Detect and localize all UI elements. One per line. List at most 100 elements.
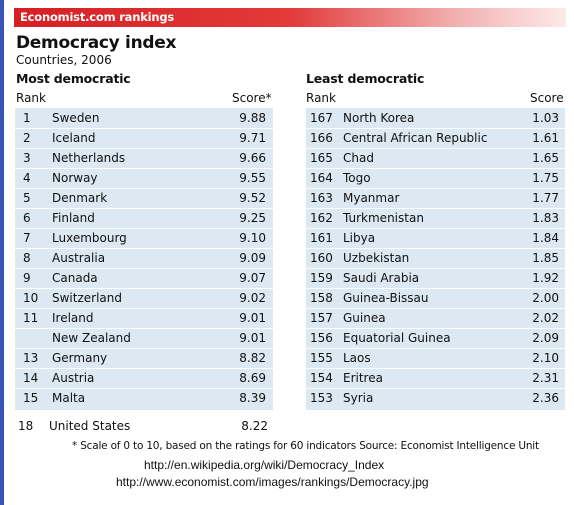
rank-cell: 15 (23, 391, 39, 405)
rank-cell: 156 (310, 331, 333, 345)
table-row: 157 Guinea 2.02 (306, 308, 565, 328)
page-subtitle: Countries, 2006 (16, 53, 112, 67)
country-cell: Myanmar (343, 191, 400, 205)
country-cell: Eritrea (343, 371, 383, 385)
score-cell: 2.00 (532, 291, 559, 305)
table-row: 159 Saudi Arabia 1.92 (306, 268, 565, 288)
score-cell: 9.01 (239, 311, 266, 325)
score-cell: 9.10 (239, 231, 266, 245)
rank-cell: 164 (310, 171, 333, 185)
country-cell: Togo (343, 171, 371, 185)
table-row: 3 Netherlands 9.66 (15, 148, 273, 168)
table-row: 155 Laos 2.10 (306, 348, 565, 368)
country-cell: Norway (52, 171, 98, 185)
row-divider (15, 348, 273, 349)
table-row: 167 North Korea 1.03 (306, 108, 565, 128)
row-divider (306, 248, 565, 249)
score-cell: 9.52 (239, 191, 266, 205)
table-row-united-states: 18 United States 8.22 (18, 416, 268, 436)
table-row: 154 Eritrea 2.31 (306, 368, 565, 388)
rank-cell: 18 (18, 419, 34, 433)
score-cell: 9.66 (239, 151, 266, 165)
score-cell: 9.01 (239, 331, 266, 345)
economist-image-url: http://www.economist.com/images/rankings… (116, 475, 429, 489)
rank-cell: 13 (23, 351, 39, 365)
rank-cell: 161 (310, 231, 333, 245)
row-divider (15, 268, 273, 269)
score-cell: 9.25 (239, 211, 266, 225)
country-cell: Austria (52, 371, 95, 385)
score-cell: 1.65 (532, 151, 559, 165)
table-row: 156 Equatorial Guinea 2.09 (306, 328, 565, 348)
country-cell: Germany (52, 351, 108, 365)
row-divider (306, 348, 565, 349)
score-cell: 2.31 (532, 371, 559, 385)
rank-cell: 9 (23, 271, 31, 285)
table-row: 158 Guinea-Bissau 2.00 (306, 288, 565, 308)
rank-cell: 6 (23, 211, 31, 225)
table-row: 161 Libya 1.84 (306, 228, 565, 248)
row-divider (15, 128, 273, 129)
table-row: 8 Australia 9.09 (15, 248, 273, 268)
country-cell: New Zealand (52, 331, 131, 345)
rank-cell: 14 (23, 371, 39, 385)
row-divider (306, 228, 565, 229)
country-cell: Laos (343, 351, 371, 365)
table-row: 165 Chad 1.65 (306, 148, 565, 168)
row-divider (15, 168, 273, 169)
score-cell: 9.71 (239, 131, 266, 145)
country-cell: Guinea-Bissau (343, 291, 429, 305)
table-row: 4 Norway 9.55 (15, 168, 273, 188)
least-democratic-heading: Least democratic (306, 71, 425, 86)
score-cell: 9.07 (239, 271, 266, 285)
country-cell: Malta (52, 391, 86, 405)
rank-cell: 153 (310, 391, 333, 405)
score-cell: 1.85 (532, 251, 559, 265)
table-row: 6 Finland 9.25 (15, 208, 273, 228)
rank-cell: 8 (23, 251, 31, 265)
table-row: 11 Ireland 9.01 (15, 308, 273, 328)
country-cell: Central African Republic (343, 131, 488, 145)
score-cell: 2.02 (532, 311, 559, 325)
row-divider (306, 148, 565, 149)
score-cell: 9.09 (239, 251, 266, 265)
row-divider (15, 188, 273, 189)
country-cell: Libya (343, 231, 376, 245)
country-cell: Guinea (343, 311, 386, 325)
country-cell: Australia (52, 251, 106, 265)
rank-cell: 158 (310, 291, 333, 305)
rank-cell: 167 (310, 111, 333, 125)
rank-cell: 157 (310, 311, 333, 325)
country-cell: United States (49, 419, 131, 433)
country-cell: Sweden (52, 111, 100, 125)
table-row: New Zealand 9.01 (15, 328, 273, 348)
row-divider (15, 228, 273, 229)
table-row: 15 Malta 8.39 (15, 388, 273, 408)
country-cell: Luxembourg (52, 231, 127, 245)
row-divider (306, 388, 565, 389)
score-cell: 8.22 (241, 419, 268, 433)
rank-cell: 7 (23, 231, 31, 245)
rank-cell: 1 (23, 111, 31, 125)
row-divider (15, 368, 273, 369)
country-cell: Saudi Arabia (343, 271, 420, 285)
country-cell: Uzbekistan (343, 251, 410, 265)
table-row: 13 Germany 8.82 (15, 348, 273, 368)
row-divider (15, 148, 273, 149)
row-divider (15, 388, 273, 389)
rank-cell: 11 (23, 311, 39, 325)
most-democratic-heading: Most democratic (16, 71, 131, 86)
row-divider (15, 248, 273, 249)
rank-cell: 155 (310, 351, 333, 365)
score-cell: 9.55 (239, 171, 266, 185)
footnote: * Scale of 0 to 10, based on the ratings… (72, 440, 539, 452)
country-cell: Switzerland (52, 291, 122, 305)
row-divider (15, 288, 273, 289)
score-cell: 1.61 (532, 131, 559, 145)
right-score-header: Score (530, 91, 564, 105)
table-row: 164 Togo 1.75 (306, 168, 565, 188)
score-cell: 9.02 (239, 291, 266, 305)
rank-cell: 163 (310, 191, 333, 205)
row-divider (306, 268, 565, 269)
rank-cell: 154 (310, 371, 333, 385)
